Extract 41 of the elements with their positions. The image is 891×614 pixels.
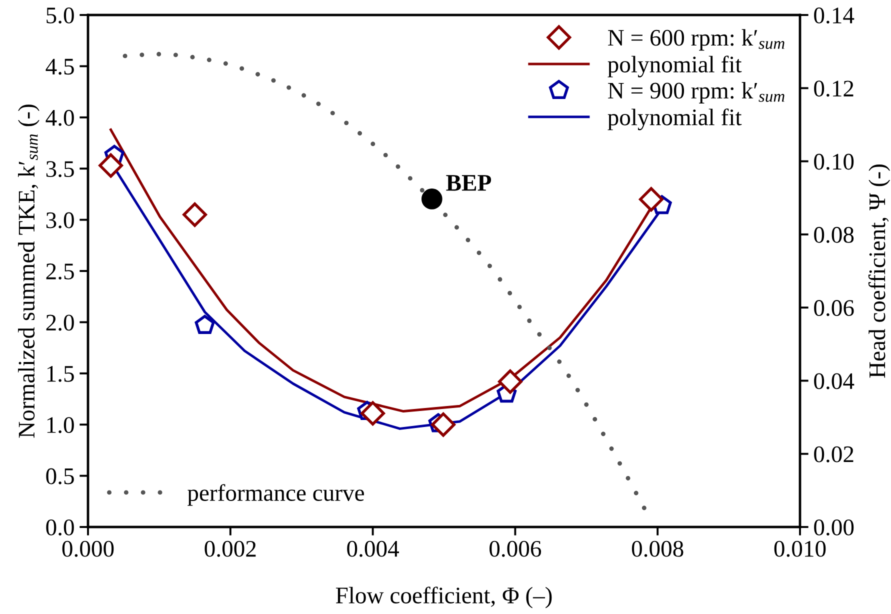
point bbox=[182, 202, 207, 227]
x-tick-label: 0.008 bbox=[632, 540, 684, 557]
legend-label: polynomial fit bbox=[608, 56, 742, 78]
y2-tick-label: 0.12 bbox=[814, 80, 854, 97]
y-tick-label: 3.0 bbox=[46, 212, 74, 228]
point bbox=[431, 412, 456, 437]
y-tick-label: 4.5 bbox=[46, 58, 74, 75]
x-tick-label: 0.004 bbox=[347, 540, 399, 557]
x-axis-title: Flow coefficient, Φ (–) bbox=[336, 586, 552, 608]
x-tick-label: 0.010 bbox=[774, 540, 826, 557]
x-tick-label: 0.002 bbox=[204, 540, 256, 557]
y-tick-label: 4.0 bbox=[46, 110, 74, 126]
x-tick-label: 0.006 bbox=[490, 540, 542, 557]
y-tick-label: 3.5 bbox=[46, 161, 74, 178]
y2-tick-label: 0.04 bbox=[814, 373, 854, 390]
legend-label: performance curve bbox=[188, 484, 364, 506]
y-tick-label: 0.0 bbox=[46, 519, 74, 536]
y-tick-label: 2.5 bbox=[46, 264, 74, 280]
y2-tick-label: 0.10 bbox=[814, 154, 854, 170]
y-tick-label: 5.0 bbox=[46, 7, 74, 24]
point bbox=[194, 314, 215, 334]
y2-tick-label: 0.06 bbox=[814, 300, 854, 316]
y-tick-label: 1.0 bbox=[47, 417, 74, 434]
y-tick-label: 1.5 bbox=[47, 366, 74, 382]
legend-label: polynomial fit bbox=[608, 108, 742, 130]
series-label: BEP bbox=[446, 175, 492, 191]
y-tick-label: 2.0 bbox=[46, 314, 74, 331]
y-tick-label: 0.5 bbox=[46, 468, 74, 484]
point bbox=[98, 153, 123, 178]
y2-tick-label: 0.00 bbox=[814, 519, 854, 536]
point bbox=[360, 401, 385, 426]
y2-tick-label: 0.08 bbox=[814, 226, 854, 243]
point bbox=[639, 187, 664, 212]
point bbox=[498, 369, 522, 394]
y2-tick-label: 0.02 bbox=[814, 446, 854, 462]
x-tick-label: 0.000 bbox=[62, 540, 114, 557]
y2-tick-label: 0.14 bbox=[814, 7, 854, 24]
y-axis-title: Normalized summed TKE, k′$_{sum}$ (-) bbox=[18, 104, 40, 438]
legend-label: N = 600 rpm: k′$_{sum}$ bbox=[608, 29, 784, 51]
legend-label: N = 900 rpm: k′$_{sum}$ bbox=[608, 82, 784, 104]
y2-axis-title: Head coefficient, Ψ (-) bbox=[868, 164, 890, 378]
